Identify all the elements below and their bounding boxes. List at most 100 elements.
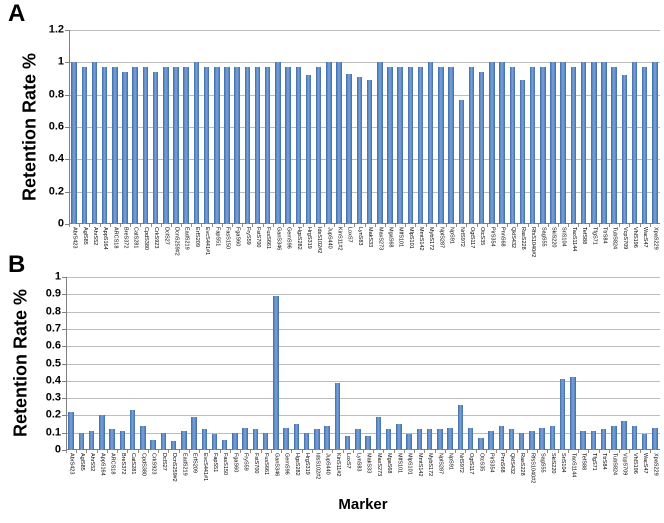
x-tick-mark — [303, 224, 305, 227]
category-label: KinS11#2 — [336, 227, 343, 251]
gridline — [66, 277, 660, 278]
category-label: NplS287 — [437, 453, 444, 475]
bar-a-LoxS7 — [346, 73, 352, 224]
x-tick-mark — [211, 224, 213, 227]
bar-a-DclS27 — [163, 67, 169, 224]
bar-a-WacS47 — [641, 67, 648, 224]
bar-b-FgaS60 — [232, 432, 238, 450]
category-label: MlpS101 — [406, 453, 413, 475]
category-label: OgtS117 — [468, 453, 475, 475]
category-label: BreS372 — [119, 453, 126, 475]
bar-b-MmtS142 — [416, 429, 423, 450]
x-tick-mark — [209, 450, 211, 453]
x-tick-mark — [363, 450, 364, 453]
panel-label-b: B — [8, 251, 26, 278]
bar-a-HgsS282 — [295, 67, 302, 224]
category-label: FasS150 — [224, 227, 231, 250]
bar-b-FstS700 — [252, 429, 259, 450]
y-tick-label: 0.2 — [48, 185, 64, 198]
bar-b-RasS228 — [518, 432, 525, 450]
x-tick-mark — [526, 450, 528, 453]
x-tick-mark — [383, 450, 385, 453]
x-tick-mark — [99, 224, 101, 227]
y-tick-mark — [62, 363, 66, 365]
bar-b-SriS104 — [559, 379, 566, 450]
bar-a-SriS104 — [560, 62, 566, 224]
category-label: FasS150 — [222, 453, 229, 476]
x-tick-mark — [76, 450, 78, 453]
bar-a-VcpS709 — [621, 75, 628, 224]
category-label: RasS228 — [519, 453, 526, 476]
y-tick-mark — [65, 191, 69, 193]
category-label: LynS83 — [355, 453, 362, 472]
x-tick-mark — [403, 450, 405, 453]
bar-b-ARCS18 — [109, 429, 115, 450]
bar-b-AglS85 — [78, 432, 85, 450]
category-label: AglS85 — [78, 453, 85, 471]
category-label: AhrS52 — [89, 453, 96, 472]
x-tick-mark — [446, 224, 448, 227]
y-tick-label: 0.4 — [48, 152, 64, 165]
bar-b-PnnS68 — [498, 425, 504, 450]
x-tick-mark — [221, 224, 223, 227]
category-label: MgaS68 — [387, 227, 394, 248]
bar-a-OtcS35 — [478, 72, 485, 224]
x-tick-mark — [252, 224, 254, 227]
x-tick-mark — [69, 224, 70, 227]
bar-a-RasS228 — [519, 80, 526, 224]
x-tick-mark — [96, 450, 98, 453]
y-tick-label: 0.8 — [45, 305, 61, 318]
bar-b-LoxS7 — [344, 436, 351, 450]
x-tick-mark — [201, 224, 203, 227]
x-tick-mark — [568, 224, 570, 227]
bar-a-FstS700 — [254, 67, 261, 224]
category-label: MlfS101 — [397, 227, 404, 248]
bar-b-MgaS68 — [385, 429, 392, 450]
category-label: SkiS220 — [549, 453, 556, 474]
bar-a-CrkS923 — [152, 72, 159, 224]
category-label: IdsS102#2 — [316, 227, 323, 254]
category-label: MmtS142 — [418, 227, 425, 251]
x-tick-mark — [476, 224, 478, 227]
bar-b-QklS432 — [508, 429, 515, 450]
x-tick-mark — [435, 224, 437, 227]
bar-a-CpdS380 — [142, 67, 149, 224]
category-label: FstS700 — [255, 227, 261, 248]
y-tick-label: 0.6 — [45, 339, 61, 352]
category-label: QklS432 — [509, 227, 516, 249]
category-label: TaoS1144 — [570, 227, 577, 252]
x-tick-mark — [364, 224, 366, 227]
gridline — [69, 30, 660, 31]
x-tick-mark — [507, 224, 509, 227]
bar-a-FasS150 — [224, 67, 230, 224]
y-tick-label: 1 — [54, 270, 61, 283]
x-tick-mark — [168, 450, 170, 453]
bar-a-MybS172 — [427, 62, 434, 224]
plot-area-a — [69, 30, 660, 224]
x-tick-mark — [354, 224, 356, 227]
x-tick-mark — [86, 450, 88, 453]
category-label: AbrS423 — [68, 453, 75, 475]
plot-area-b — [66, 277, 660, 450]
bar-a-BreS372 — [122, 72, 128, 224]
y-tick-mark — [65, 62, 69, 64]
category-label: AppS164 — [102, 227, 109, 250]
bar-b-FasS150 — [221, 439, 228, 450]
y-tick-label: 0.8 — [48, 88, 64, 101]
bar-b-TaoS1144 — [570, 377, 576, 450]
x-tick-mark — [608, 450, 610, 453]
category-label: CpdS380 — [140, 453, 147, 476]
x-tick-mark — [262, 224, 264, 227]
bar-a-NplS287 — [438, 67, 444, 224]
bar-b-MakS33 — [365, 436, 371, 450]
x-tick-mark — [598, 450, 600, 453]
gridline — [69, 94, 660, 96]
y-tick-mark — [65, 127, 69, 128]
category-label: TubS824 — [611, 227, 618, 250]
category-label: FusS661 — [265, 227, 272, 250]
category-label: KinS11#2 — [334, 453, 341, 477]
y-tick-label: 0.3 — [45, 391, 61, 404]
bar-b-AbrS423 — [68, 411, 74, 450]
category-label: TefS88 — [580, 453, 587, 471]
